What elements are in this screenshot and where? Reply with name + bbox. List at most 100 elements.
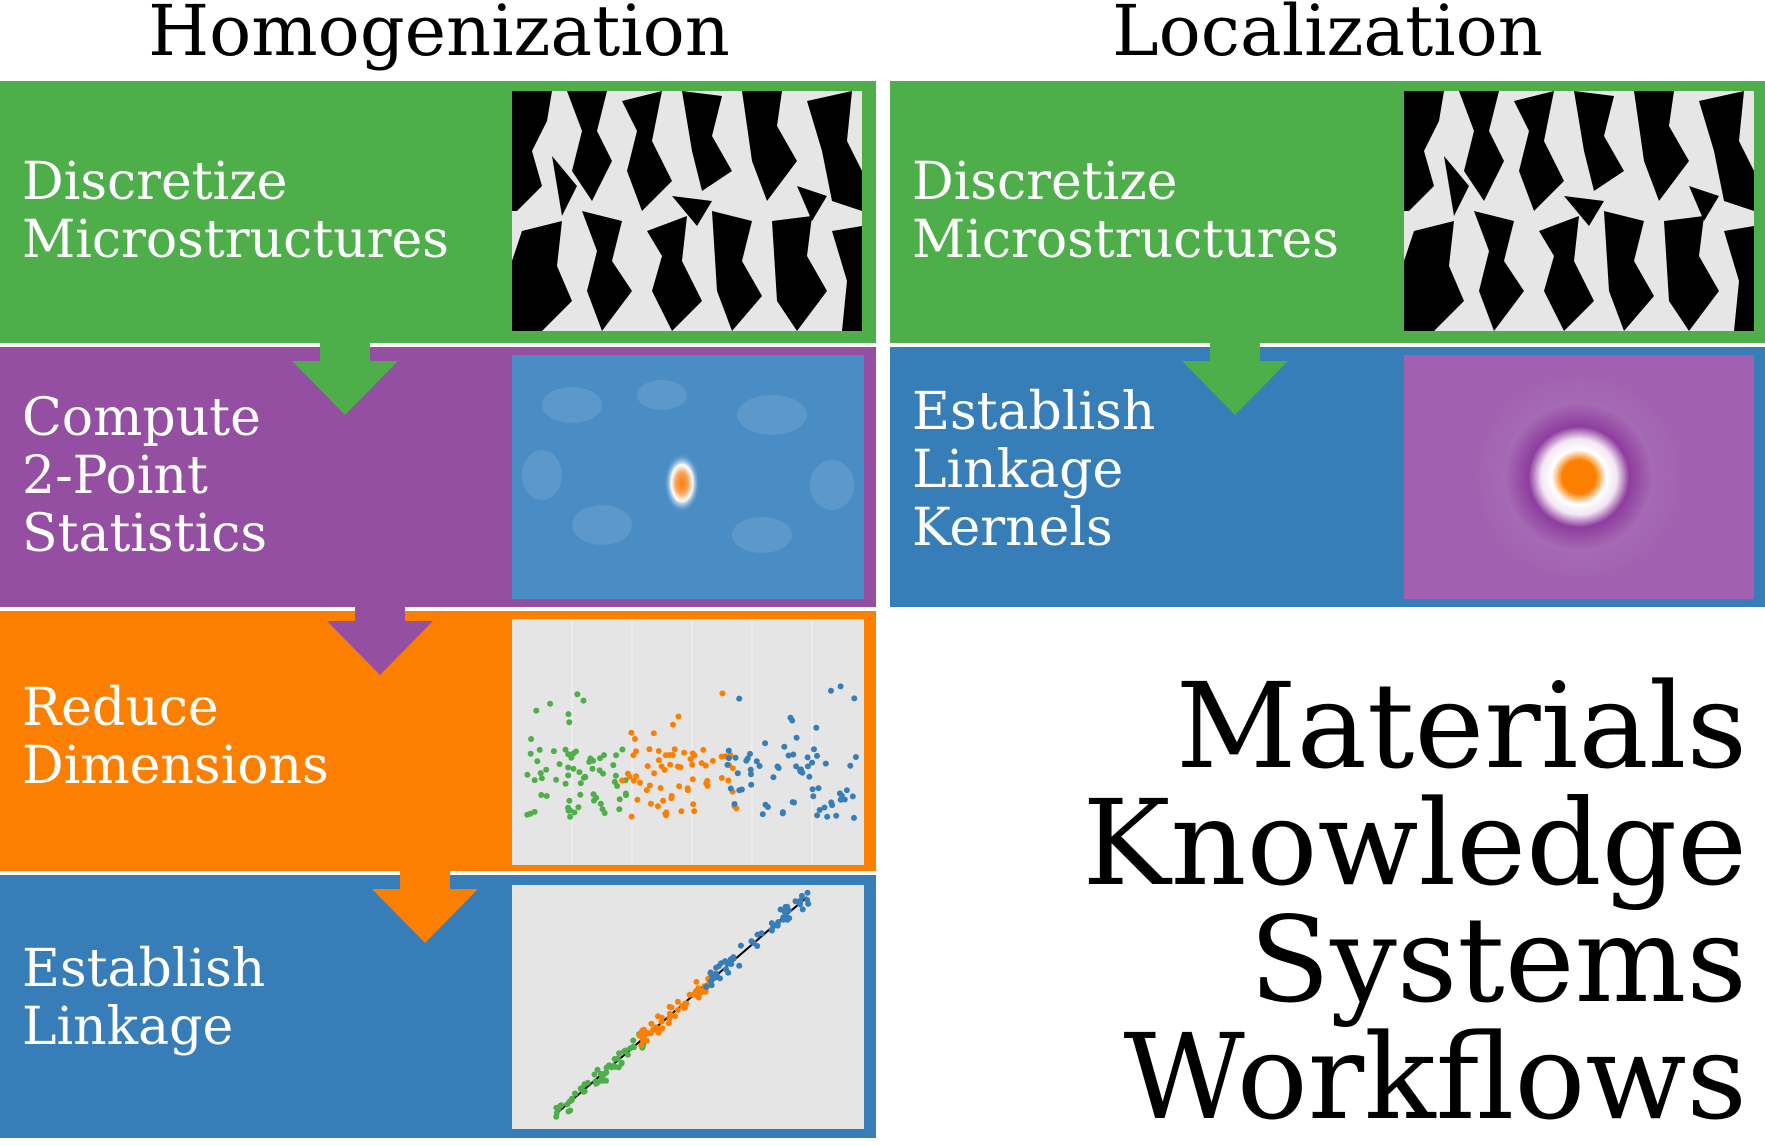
scatter-point xyxy=(734,770,741,777)
influence-kernel-heatmap xyxy=(1404,355,1754,599)
homogenization-title: Homogenization xyxy=(148,0,730,72)
scatter-point xyxy=(598,1077,605,1084)
scatter-point xyxy=(747,766,754,773)
scatter-point xyxy=(775,919,782,926)
scatter-point xyxy=(566,797,573,804)
scatter-point xyxy=(590,757,597,764)
homog-step-reduce: Reduce Dimensions xyxy=(0,611,876,871)
scatter-point xyxy=(736,695,743,702)
scatter-point xyxy=(736,962,743,969)
scatter-point xyxy=(775,765,782,771)
scatter-point xyxy=(822,760,829,767)
scatter-point xyxy=(634,796,641,803)
scatter-point xyxy=(804,763,811,770)
scatter-point xyxy=(553,1113,560,1120)
scatter-point xyxy=(654,803,661,810)
scatter-point xyxy=(646,746,653,753)
scatter-point xyxy=(674,998,681,1005)
homog-step-reduce-label: Reduce Dimensions xyxy=(22,678,329,796)
scatter-point xyxy=(677,764,684,771)
local-step-discretize: Discretize Microstructures xyxy=(890,81,1765,343)
scatter-point xyxy=(623,792,629,799)
scatter-point xyxy=(718,775,725,781)
scatter-point xyxy=(637,779,643,786)
scatter-point xyxy=(780,916,787,923)
scatter-point xyxy=(689,761,696,768)
scatter-point xyxy=(667,761,674,768)
scatter-point xyxy=(814,812,821,819)
scatter-point xyxy=(789,717,796,724)
scatter-point xyxy=(725,747,732,754)
scatter-point xyxy=(553,776,560,783)
scatter-point xyxy=(799,906,806,913)
scatter-point xyxy=(791,799,797,806)
scatter-point xyxy=(724,761,731,768)
scatter-point xyxy=(643,787,650,794)
linkage-parity-plot xyxy=(512,885,864,1129)
scatter-point xyxy=(618,1060,625,1067)
scatter-point xyxy=(843,787,850,794)
scatter-point xyxy=(666,1015,673,1022)
scatter-point xyxy=(709,757,716,764)
scatter-point xyxy=(601,810,608,816)
scatter-point xyxy=(577,791,584,798)
scatter-point xyxy=(804,889,811,896)
scatter-point xyxy=(713,973,720,980)
scatter-point xyxy=(640,1026,647,1033)
scatter-point xyxy=(658,1018,665,1025)
scatter-point xyxy=(747,750,753,757)
scatter-point xyxy=(678,808,685,815)
scatter-point xyxy=(619,777,625,784)
scatter-point xyxy=(597,800,604,807)
scatter-point xyxy=(622,1047,629,1054)
scatter-point xyxy=(648,1020,655,1027)
scatter-point xyxy=(613,752,620,759)
scatter-point xyxy=(768,920,775,927)
scatter-point xyxy=(670,721,676,728)
homog-step-linkage-label: Establish Linkage xyxy=(22,939,266,1057)
scatter-point xyxy=(770,774,777,781)
scatter-point xyxy=(674,1007,681,1013)
scatter-point xyxy=(698,760,705,767)
scatter-point xyxy=(851,814,857,821)
scatter-point xyxy=(663,809,670,816)
scatter-point xyxy=(630,777,637,784)
scatter-point xyxy=(790,751,797,758)
scatter-point xyxy=(811,746,817,753)
scatter-point xyxy=(756,763,763,769)
scatter-point xyxy=(693,978,700,985)
scatter-point xyxy=(707,978,714,985)
scatter-point xyxy=(691,752,698,759)
scatter-point xyxy=(659,1025,666,1032)
scatter-point xyxy=(748,781,755,788)
scatter-point xyxy=(782,908,789,915)
scatter-point xyxy=(758,930,765,937)
scatter-point xyxy=(670,1012,677,1019)
scatter-point xyxy=(665,1020,672,1027)
scatter-point xyxy=(543,793,550,799)
scatter-point xyxy=(821,804,828,811)
pca-scatter-plot xyxy=(512,619,864,865)
scatter-point xyxy=(700,746,707,753)
scatter-point xyxy=(550,748,557,755)
microstructure-image xyxy=(1404,91,1754,331)
scatter-point xyxy=(806,773,813,780)
scatter-point xyxy=(813,724,820,731)
scatter-point xyxy=(804,754,811,761)
homog-step-two-point: Compute 2-Point Statistics xyxy=(0,347,876,607)
scatter-point xyxy=(809,786,816,793)
scatter-point xyxy=(633,773,640,780)
scatter-point xyxy=(738,786,745,793)
scatter-point xyxy=(612,772,619,779)
scatter-point xyxy=(725,755,732,762)
scatter-point xyxy=(581,773,588,780)
scatter-point xyxy=(655,748,662,754)
scatter-point xyxy=(576,769,583,776)
scatter-point xyxy=(691,808,698,815)
scatter-point xyxy=(725,777,732,784)
scatter-point xyxy=(533,707,540,714)
scatter-point xyxy=(574,691,581,698)
scatter-point xyxy=(666,1003,673,1010)
scatter-point xyxy=(614,783,621,789)
arrow-down-icon xyxy=(372,871,478,943)
